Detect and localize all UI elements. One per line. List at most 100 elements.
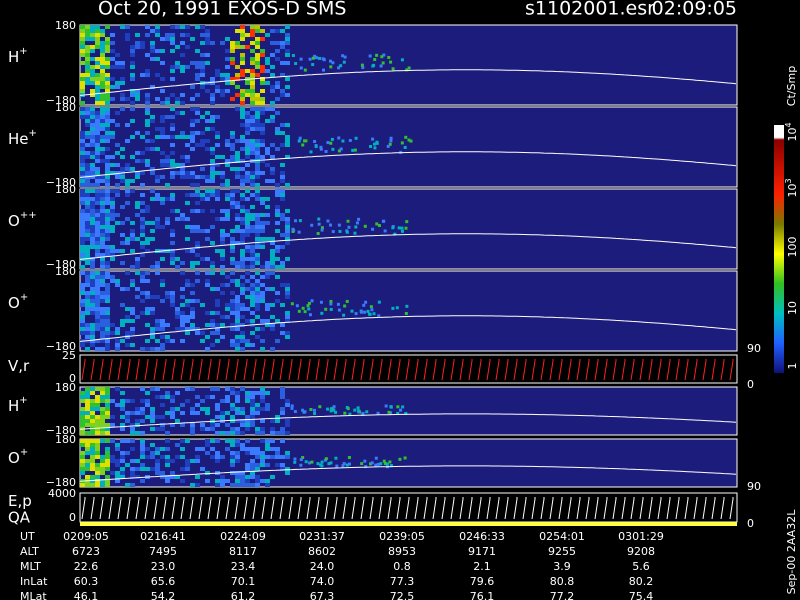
cell: 54.2 (151, 590, 176, 600)
spectrogram-cell (220, 237, 225, 241)
spectrogram-cell (332, 408, 336, 412)
spectrogram-cell (80, 299, 85, 303)
spectrogram-cell (115, 283, 120, 287)
spectrogram-cell (180, 339, 185, 343)
panel-label-sup: + (19, 395, 27, 406)
spectrogram-cell (185, 171, 190, 175)
spectrogram-cell (110, 155, 115, 159)
spectrogram-cell (255, 257, 260, 261)
spectrogram-cell (391, 67, 395, 71)
spectrogram-cell (240, 237, 245, 241)
spectrogram-cell (95, 143, 100, 147)
spectrogram-cell (100, 347, 105, 351)
spectrogram-cell (255, 61, 260, 65)
spectrogram-cell (270, 315, 275, 319)
spectrogram-cell (100, 291, 105, 295)
spectrogram-cell (125, 123, 130, 127)
spectrogram-cell (210, 81, 215, 85)
spectrogram-cell (240, 291, 245, 295)
spectrogram-cell (135, 93, 140, 97)
spectrogram-cell (95, 483, 100, 487)
spectrogram-cell (220, 171, 225, 175)
spectrogram-cell (115, 175, 120, 179)
spectrogram-cell (80, 73, 85, 77)
spectrogram-cell (230, 291, 235, 295)
spectrogram-cell (313, 139, 317, 143)
spectrogram-cell (100, 295, 105, 299)
spectrogram-cell (90, 467, 95, 471)
spectrogram-cell (90, 123, 95, 127)
spectrogram-cell (90, 419, 95, 423)
spectrogram-cell (90, 423, 95, 427)
spectrogram-cell (100, 237, 105, 241)
spectrogram-cell (90, 205, 95, 209)
spectrogram-cell (195, 201, 200, 205)
spectrogram-cell (180, 53, 185, 57)
spectrogram-cell (90, 171, 95, 175)
spectrogram-cell (270, 419, 275, 423)
spectrogram-cell (235, 483, 240, 487)
spectrogram-cell (145, 311, 150, 315)
spectrogram-cell (150, 167, 155, 171)
spectrogram-cell (200, 131, 205, 135)
spectrogram-cell (95, 175, 100, 179)
spectrogram-cell (195, 403, 200, 407)
spectrogram-cell (100, 115, 105, 119)
panel-label-text: O (8, 449, 20, 467)
spectrogram-cell (285, 241, 290, 245)
spectrogram-cell (306, 304, 310, 308)
spectrogram-cell (80, 399, 85, 403)
spectrogram-cell (205, 395, 210, 399)
spectrogram-cell (343, 304, 347, 308)
colorbar-tick-base: 10 (786, 301, 799, 315)
spectrogram-cell (200, 193, 205, 197)
spectrogram-cell (255, 287, 260, 291)
spectrogram-cell (210, 147, 215, 151)
spectrogram-cell (210, 189, 215, 193)
spectrogram-cell (140, 159, 145, 163)
spectrogram-cell (230, 159, 235, 163)
spectrogram-cell (270, 439, 275, 443)
y2-tick-label: 0 (747, 378, 754, 391)
spectrogram-cell (403, 145, 407, 149)
spectrogram-cell (95, 151, 100, 155)
spectrogram-cell (250, 295, 255, 299)
spectrogram-cell (185, 155, 190, 159)
spectrogram-cell (125, 179, 130, 183)
spectrogram-cell (240, 97, 245, 101)
spectrogram-cell (250, 97, 255, 101)
spectrogram-cell (270, 101, 275, 105)
footer-note: Sep-00 2AA32L (785, 509, 798, 595)
spectrogram-cell (90, 257, 95, 261)
spectrogram-cell (230, 197, 235, 201)
spectrogram-cell (357, 409, 361, 413)
spectrogram-cell (200, 407, 205, 411)
spectrogram-cell (265, 69, 270, 73)
spectrogram-cell (280, 245, 285, 249)
colorbar-title: Ct/Smp (785, 66, 798, 106)
spectrogram-cell (285, 311, 290, 315)
spectrogram-cell (250, 331, 255, 335)
spectrogram-cell (313, 54, 317, 58)
spectrogram-cell (200, 143, 205, 147)
spectrogram-cell (185, 249, 190, 253)
spectrogram-cell (220, 455, 225, 459)
y-tick-label: 25 (62, 349, 76, 362)
spectrogram-cell (399, 408, 403, 412)
spectrogram-cell (130, 135, 135, 139)
spectrogram-cell (110, 253, 115, 257)
spectrogram-cell (145, 111, 150, 115)
spectrogram-cell (120, 241, 125, 245)
spectrogram-cell (245, 319, 250, 323)
spectrogram-cell (205, 439, 210, 443)
spectrogram-cell (250, 61, 255, 65)
spectrogram-cell (90, 73, 95, 77)
spectrogram-cell (220, 283, 225, 287)
time: 02:09:05 (652, 0, 737, 20)
spectrogram-cell (215, 189, 220, 193)
spectrogram-cell (155, 175, 160, 179)
spectrogram-cell (265, 57, 270, 61)
spectrogram-cell (85, 439, 90, 443)
spectrogram-cell (275, 447, 280, 451)
y-tick-label: 4000 (48, 487, 76, 500)
